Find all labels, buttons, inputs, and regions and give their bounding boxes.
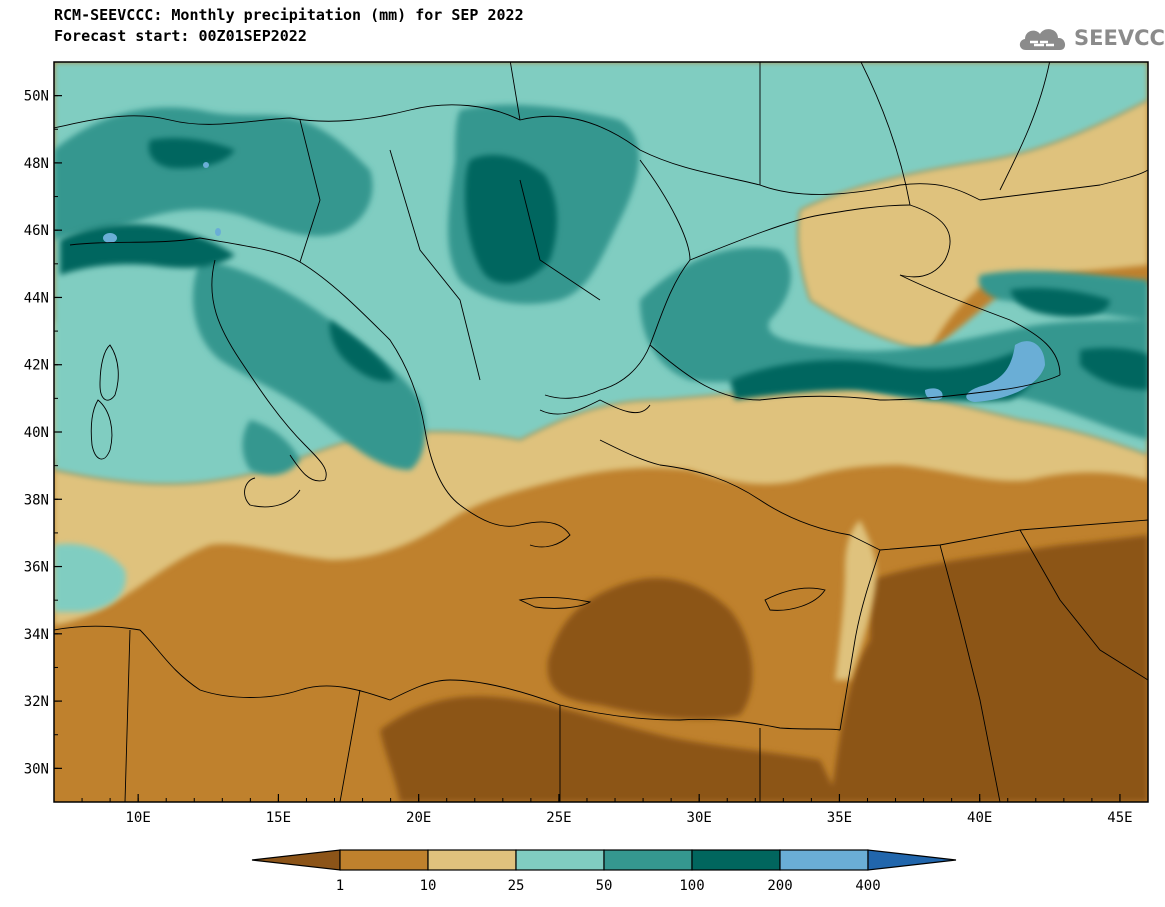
field-100-200mm-romania	[465, 155, 557, 284]
field-under-1mm-libya-sea	[547, 578, 753, 720]
lon-tick-label: 15E	[266, 810, 291, 826]
lat-tick-label: 46N	[24, 223, 49, 239]
colorbar-segment	[515, 849, 605, 871]
cloud-icon	[1019, 29, 1066, 50]
forecast-start-label: Forecast start: 00Z01SEP2022	[54, 27, 307, 45]
colorbar-segment	[691, 849, 781, 871]
colorbar-label: 100	[679, 878, 704, 894]
field-100-200mm-alps-north	[148, 138, 235, 169]
lat-tick-label: 48N	[24, 156, 49, 172]
lat-tick-label: 40N	[24, 425, 49, 441]
lat-tick-label: 38N	[24, 492, 49, 508]
lon-tick-label: 10E	[126, 810, 151, 826]
field-10-25mm-levant	[835, 520, 877, 680]
colorbar: 1 10 25 50 100 200 400	[251, 849, 957, 894]
seevccc-logo: SEEVCCC	[1016, 20, 1165, 56]
lon-tick-label: 45E	[1107, 810, 1132, 826]
field-under-1mm-east	[830, 535, 1148, 802]
lon-tick-label: 40E	[967, 810, 992, 826]
colorbar-label: 25	[508, 878, 525, 894]
field-200-400mm-slovenia	[215, 228, 221, 236]
field-under-1mm-south	[380, 696, 840, 802]
field-200-400mm-alps	[103, 233, 117, 243]
colorbar-segment	[603, 849, 693, 871]
logo-text: SEEVCCC	[1074, 26, 1165, 50]
precipitation-field	[54, 62, 1148, 802]
field-100-200mm-georgia	[1080, 347, 1148, 390]
field-50-100mm-adriatic	[192, 260, 426, 470]
field-200-400mm-pontic	[966, 341, 1045, 402]
colorbar-label: 10	[420, 878, 437, 894]
colorbar-label: 400	[855, 878, 880, 894]
colorbar-segment	[427, 849, 517, 871]
lat-tick-label: 42N	[24, 358, 49, 374]
field-100-200mm-pontic	[730, 345, 1039, 402]
colorbar-segment	[339, 849, 429, 871]
field-10-25mm-black-sea-north	[798, 100, 1148, 350]
field-50-100mm-italy-south	[242, 420, 300, 476]
colorbar-label: 1	[336, 878, 344, 894]
field-100-200mm-dalmatia	[329, 320, 395, 382]
lon-tick-label: 25E	[546, 810, 571, 826]
field-100-200mm-caucasus	[1010, 288, 1110, 317]
field-25-50mm-tunisia	[54, 543, 126, 612]
lon-tick-label: 20E	[406, 810, 431, 826]
colorbar-over-arrow	[867, 849, 957, 871]
colorbar-under-arrow	[251, 849, 341, 871]
field-200-400mm	[103, 162, 1045, 402]
colorbar-label: 200	[767, 878, 792, 894]
colorbar-segment	[779, 849, 869, 871]
longitude-axis: 10E 15E 20E 25E 30E 35E 40E 45E	[53, 794, 1149, 826]
lat-tick-label: 36N	[24, 560, 49, 576]
latitude-axis: 50N 48N 46N 44N 42N 40N 38N 36N 34N 32N 30N	[24, 61, 62, 803]
lon-tick-label: 30E	[687, 810, 712, 826]
lat-tick-label: 34N	[24, 627, 49, 643]
map-title: RCM-SEEVCCC: Monthly precipitation (mm) …	[54, 6, 524, 24]
field-10-25mm-band	[54, 385, 1148, 625]
field-200-400mm-austria	[203, 162, 209, 168]
field-50-100mm-alps	[54, 107, 373, 240]
coastlines-borders	[54, 62, 1148, 802]
lat-tick-label: 50N	[24, 89, 49, 105]
lat-tick-label: 32N	[24, 694, 49, 710]
lat-tick-label: 44N	[24, 290, 49, 306]
lat-tick-label: 30N	[24, 761, 49, 777]
colorbar-label: 50	[596, 878, 613, 894]
lon-tick-label: 35E	[827, 810, 852, 826]
